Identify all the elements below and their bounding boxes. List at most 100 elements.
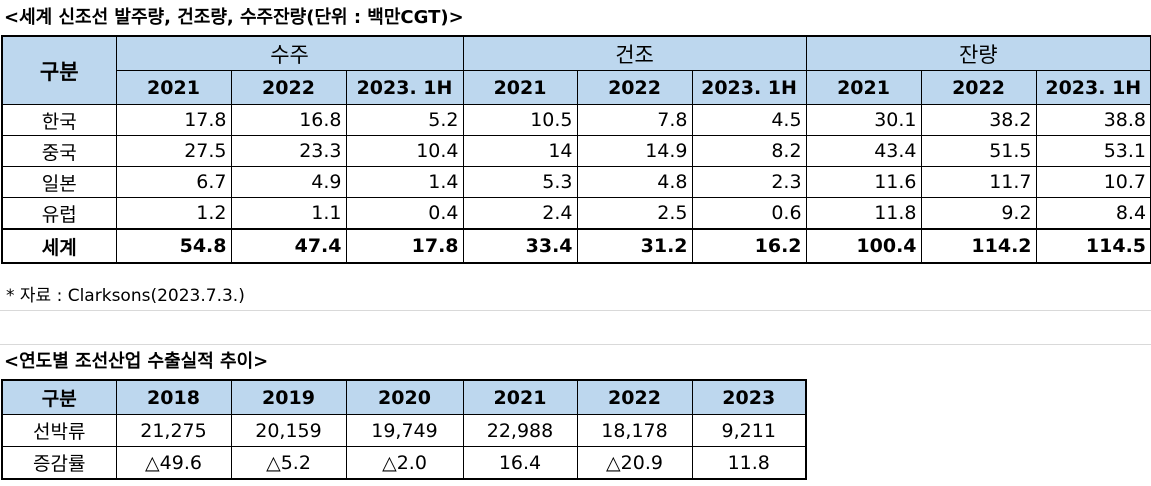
table-cell: 0.6 <box>691 197 807 230</box>
table-cell: 14.9 <box>576 135 693 167</box>
year-header: 2022 <box>576 379 693 415</box>
table-row: 유럽 1.2 1.1 0.4 2.4 2.5 0.6 11.8 9.2 8.4 <box>1 197 1151 230</box>
year-header: 2021 <box>462 70 578 105</box>
table-cell: 30.1 <box>805 104 922 136</box>
table-cell: 1.4 <box>345 166 464 198</box>
table-cell: △5.2 <box>230 446 347 480</box>
table-cell: 10.5 <box>462 104 578 136</box>
table-cell: 38.2 <box>920 104 1037 136</box>
table-cell: 2.4 <box>462 197 578 230</box>
table-cell: 4.9 <box>230 166 347 198</box>
row-label: 한국 <box>1 104 117 136</box>
table2-title: <연도별 조선산업 수출실적 추이> <box>4 351 269 372</box>
table-cell: 47.4 <box>230 228 347 264</box>
table-cell: 43.4 <box>805 135 922 167</box>
header-row-years: 2021 2022 2023. 1H 2021 2022 2023. 1H 20… <box>2 70 1151 105</box>
table-cell: 27.5 <box>115 135 232 167</box>
table-cell: 21,275 <box>115 414 232 447</box>
table-cell: 2.5 <box>576 197 693 230</box>
table-cell: △49.6 <box>115 446 232 480</box>
year-header: 2021 <box>462 379 578 415</box>
table-cell: 11.8 <box>691 446 807 480</box>
table-cell: 8.2 <box>691 135 807 167</box>
table-cell: 53.1 <box>1035 135 1151 167</box>
year-header: 2022 <box>576 70 693 105</box>
table-cell: 1.1 <box>230 197 347 230</box>
row-label: 일본 <box>1 166 117 198</box>
table-cell: 54.8 <box>115 228 232 264</box>
table-cell: 23.3 <box>230 135 347 167</box>
table1-title: <세계 신조선 발주량, 건조량, 수주잔량(단위 : 백만CGT)> <box>4 7 464 28</box>
table-cell: 5.2 <box>345 104 464 136</box>
table-cell: 16.8 <box>230 104 347 136</box>
table-cell: △20.9 <box>576 446 693 480</box>
year-header: 2022 <box>230 70 347 105</box>
table-cell: 38.8 <box>1035 104 1151 136</box>
table-cell: 10.4 <box>345 135 464 167</box>
row-label: 세계 <box>1 228 117 264</box>
table-row: 한국 17.8 16.8 5.2 10.5 7.8 4.5 30.1 38.2 … <box>1 104 1151 136</box>
year-header: 2023. 1H <box>1035 70 1151 105</box>
row-label: 유럽 <box>1 197 117 230</box>
table-row: 중국 27.5 23.3 10.4 14 14.9 8.2 43.4 51.5 … <box>1 135 1151 167</box>
table-row: 선박류 21,275 20,159 19,749 22,988 18,178 9… <box>1 414 807 447</box>
group-header-orders: 수주 <box>115 35 464 71</box>
table-cell: 0.4 <box>345 197 464 230</box>
table-cell: 17.8 <box>115 104 232 136</box>
table-cell: 9,211 <box>691 414 807 447</box>
year-header: 2023. 1H <box>345 70 464 105</box>
source-note: * 자료 : Clarksons(2023.7.3.) <box>6 286 245 306</box>
row-label: 중국 <box>1 135 117 167</box>
group-header-backlog: 잔량 <box>805 35 1151 71</box>
table-cell: 51.5 <box>920 135 1037 167</box>
table-cell: 2.3 <box>691 166 807 198</box>
table-cell: 18,178 <box>576 414 693 447</box>
column-header-gubun: 구분 <box>1 379 117 415</box>
table-cell: 9.2 <box>920 197 1037 230</box>
year-header: 2021 <box>115 70 232 105</box>
table-cell: 100.4 <box>805 228 922 264</box>
row-label: 증감률 <box>1 446 117 480</box>
year-header: 2020 <box>345 379 464 415</box>
total-row: 세계 54.8 47.4 17.8 33.4 31.2 16.2 100.4 1… <box>1 228 1151 264</box>
table-row: 일본 6.7 4.9 1.4 5.3 4.8 2.3 11.6 11.7 10.… <box>1 166 1151 198</box>
header-row-years: 구분 2018 2019 2020 2021 2022 2023 <box>1 379 807 415</box>
table-cell: △2.0 <box>345 446 464 480</box>
table-cell: 31.2 <box>576 228 693 264</box>
grid-line <box>0 344 1151 345</box>
table-cell: 114.5 <box>1035 228 1151 264</box>
table-cell: 19,749 <box>345 414 464 447</box>
table-cell: 7.8 <box>576 104 693 136</box>
table-cell: 17.8 <box>345 228 464 264</box>
table-cell: 16.2 <box>691 228 807 264</box>
export-performance-table: 구분 2018 2019 2020 2021 2022 2023 선박류 21,… <box>1 379 807 480</box>
table-cell: 5.3 <box>462 166 578 198</box>
table-cell: 16.4 <box>462 446 578 480</box>
table-cell: 11.7 <box>920 166 1037 198</box>
table-cell: 11.8 <box>805 197 922 230</box>
table-cell: 4.5 <box>691 104 807 136</box>
group-header-completions: 건조 <box>462 35 807 71</box>
table-cell: 11.6 <box>805 166 922 198</box>
header-row-groups: 구분 수주 건조 잔량 <box>1 35 1151 105</box>
table-cell: 6.7 <box>115 166 232 198</box>
year-header: 2022 <box>920 70 1037 105</box>
year-header: 2023 <box>691 379 807 415</box>
orders-completions-backlog-table: 구분 수주 건조 잔량 2021 2022 2023. 1H 2021 2022… <box>1 35 1151 264</box>
table-cell: 4.8 <box>576 166 693 198</box>
year-header: 2019 <box>230 379 347 415</box>
row-label: 선박류 <box>1 414 117 447</box>
table-cell: 114.2 <box>920 228 1037 264</box>
year-header: 2018 <box>115 379 232 415</box>
year-header: 2021 <box>805 70 922 105</box>
table-cell: 1.2 <box>115 197 232 230</box>
table-cell: 14 <box>462 135 578 167</box>
table-cell: 10.7 <box>1035 166 1151 198</box>
table-cell: 33.4 <box>462 228 578 264</box>
table-cell: 22,988 <box>462 414 578 447</box>
table-cell: 8.4 <box>1035 197 1151 230</box>
column-header-gubun: 구분 <box>1 35 117 105</box>
year-header: 2023. 1H <box>691 70 807 105</box>
grid-line <box>0 310 1151 311</box>
table-row: 증감률 △49.6 △5.2 △2.0 16.4 △20.9 11.8 <box>1 446 807 480</box>
